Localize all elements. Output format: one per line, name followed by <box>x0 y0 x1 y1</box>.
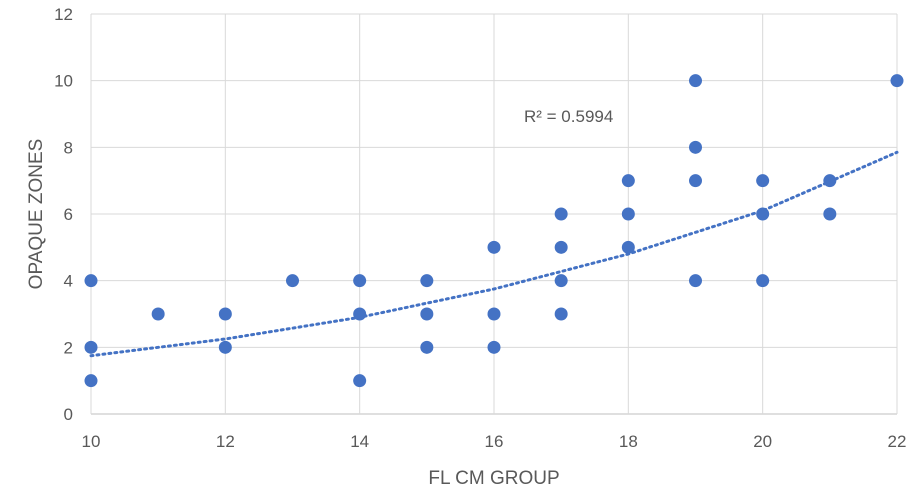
data-point <box>689 274 702 288</box>
r-squared-label: R² = 0.5994 <box>524 107 613 126</box>
data-point <box>487 240 501 254</box>
data-point <box>756 174 770 188</box>
data-point <box>823 207 837 221</box>
data-point <box>689 74 702 88</box>
data-point <box>554 307 568 321</box>
y-tick-label: 8 <box>64 138 73 157</box>
data-point <box>218 340 232 354</box>
x-tick-label: 18 <box>619 432 638 451</box>
data-point <box>890 74 904 88</box>
data-point <box>487 340 501 354</box>
data-point <box>689 174 702 188</box>
data-point <box>420 307 434 321</box>
data-point <box>84 274 98 288</box>
gridlines <box>90 13 898 415</box>
x-axis-title: FL CM GROUP <box>428 468 559 489</box>
tick-labels: 0 2 4 6 8 10 12 10 12 14 16 18 20 22 <box>54 5 906 451</box>
data-point <box>756 207 770 221</box>
data-point <box>689 140 702 154</box>
y-tick-label: 0 <box>64 405 73 424</box>
data-point <box>353 374 367 388</box>
y-axis-title: OPAQUE ZONES <box>26 139 47 290</box>
x-tick-label: 16 <box>485 432 504 451</box>
data-point <box>621 207 635 221</box>
y-tick-label: 4 <box>64 272 73 291</box>
data-point <box>487 307 501 321</box>
data-point <box>353 274 367 288</box>
data-points <box>84 74 904 388</box>
data-point <box>151 307 165 321</box>
y-tick-label: 12 <box>54 5 73 24</box>
y-tick-label: 2 <box>64 338 73 357</box>
data-point <box>621 174 635 188</box>
x-tick-label: 14 <box>350 432 369 451</box>
data-point <box>420 274 434 288</box>
data-point <box>84 340 98 354</box>
data-point <box>621 240 635 254</box>
y-tick-label: 10 <box>54 72 73 91</box>
x-tick-label: 10 <box>82 432 101 451</box>
data-point <box>554 240 568 254</box>
data-point <box>218 307 232 321</box>
data-point <box>353 307 367 321</box>
x-tick-label: 22 <box>888 432 907 451</box>
data-point <box>420 340 434 354</box>
data-point <box>554 207 568 221</box>
x-tick-label: 12 <box>216 432 235 451</box>
data-point <box>84 374 98 388</box>
data-point <box>756 274 770 288</box>
x-tick-label: 20 <box>753 432 772 451</box>
data-point <box>286 274 299 288</box>
data-point <box>554 274 568 288</box>
y-tick-label: 6 <box>64 205 73 224</box>
data-point <box>823 174 837 188</box>
